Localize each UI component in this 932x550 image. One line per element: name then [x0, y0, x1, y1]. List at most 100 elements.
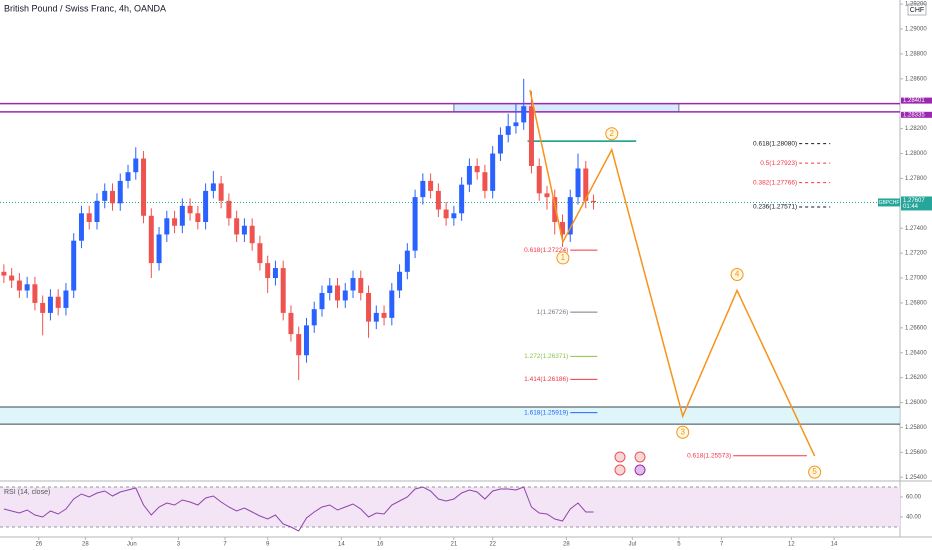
candle-body: [218, 183, 224, 201]
price-tag-label: 1.28401: [903, 98, 925, 104]
x-tick-label: 12: [788, 542, 795, 548]
event-icon: [634, 464, 646, 476]
x-tick-label: Jun: [127, 542, 137, 548]
chart-title: British Pound / Swiss Franc, 4h, OANDA: [4, 3, 166, 13]
candle-body: [350, 278, 356, 291]
candle-body: [358, 278, 364, 293]
y-tick-label: 1.26400: [905, 350, 927, 356]
candle-body: [203, 190, 209, 223]
candle-body: [86, 213, 92, 223]
x-tick-label: 14: [831, 542, 838, 548]
candle-body: [94, 200, 100, 223]
wave-label: 3: [681, 427, 686, 436]
candle-body: [591, 200, 597, 203]
candle-body: [78, 213, 84, 241]
candle-body: [187, 205, 193, 214]
wave-marker: [676, 425, 690, 439]
candle-body: [288, 312, 294, 335]
fib-label: 1.272(1.26371): [524, 353, 568, 360]
candle-body: [133, 158, 139, 173]
candle-body: [195, 213, 201, 223]
rsi-line: [3, 486, 594, 532]
x-tick-label: 3: [177, 542, 181, 548]
y-tick-label: 1.27400: [905, 226, 927, 232]
fib-label: 1.618(1.25919): [524, 409, 568, 416]
candle-body: [459, 184, 465, 214]
x-tick-label: 7: [720, 542, 724, 548]
y-tick-label: 1.29000: [905, 27, 927, 33]
candle-body: [389, 290, 395, 318]
candle-body: [249, 225, 255, 244]
candle-body: [272, 268, 278, 279]
candle-body: [117, 180, 123, 204]
rsi-tick-label: 60.00: [906, 495, 922, 501]
x-tick-label: 5: [677, 542, 681, 548]
candle-body: [451, 213, 457, 219]
fib-label: 0.382(1.27766): [753, 179, 797, 186]
candle-body: [528, 106, 534, 166]
candle-body: [366, 292, 372, 322]
candle-body: [560, 222, 565, 235]
rsi-tick-label: 40.00: [906, 515, 922, 521]
candle-body: [226, 200, 232, 219]
x-tick-label: 22: [489, 542, 496, 548]
event-icon: [634, 451, 646, 463]
candle-body: [63, 290, 69, 308]
x-tick-label: 7: [223, 542, 227, 548]
candle-body: [319, 292, 325, 310]
candle-body: [148, 215, 154, 264]
candle-body: [40, 302, 46, 313]
candle-body: [164, 218, 170, 235]
wave-label: 2: [610, 129, 615, 138]
price-tag-label: 1.28335: [903, 112, 925, 118]
candle-body: [497, 134, 503, 154]
x-tick-label: 21: [451, 542, 458, 548]
event-icon: [614, 451, 626, 463]
fib-label: 0.618(1.25573): [687, 452, 731, 459]
fib-label: 1(1.26726): [537, 309, 568, 316]
candle-body: [55, 296, 61, 308]
candle-body: [141, 158, 147, 216]
candle-body: [156, 234, 162, 264]
candle-body: [296, 334, 302, 356]
candle-body: [210, 183, 216, 191]
fib-label: 0.618(1.28080): [753, 140, 797, 147]
candle-body: [327, 285, 333, 293]
y-tick-label: 1.26800: [905, 301, 927, 307]
candle-body: [257, 243, 263, 264]
y-tick-label: 1.26000: [905, 400, 927, 406]
fib-label: 0.5(1.27923): [760, 160, 797, 167]
x-tick-label: 28: [563, 542, 570, 548]
candle-body: [505, 126, 511, 135]
y-tick-label: 1.27000: [905, 276, 927, 282]
x-tick-label: 14: [338, 542, 345, 548]
wave-line: [529, 89, 816, 457]
candle-body: [71, 240, 77, 291]
candle-body: [241, 225, 247, 235]
wave-label: 5: [812, 467, 817, 476]
wave-marker: [730, 267, 744, 281]
candle-body: [482, 172, 488, 191]
wave-marker: [605, 127, 619, 141]
y-tick-label: 1.28200: [905, 126, 927, 132]
price-tag: [901, 111, 932, 118]
symbol-tag: [878, 198, 900, 207]
y-tick-label: 1.29200: [905, 2, 927, 8]
candle-body: [544, 193, 550, 198]
candle-body: [435, 190, 441, 210]
rsi-label: RSI (14, close): [4, 489, 50, 496]
candle-body: [474, 165, 480, 173]
candle-body: [1, 271, 7, 276]
candle-body: [490, 153, 496, 191]
candle-body: [575, 168, 581, 198]
candle-body: [280, 268, 286, 313]
candle-body: [428, 180, 434, 191]
fib-label: 1.414(1.26186): [524, 376, 568, 383]
candle-body: [443, 209, 449, 219]
wave-label: 1: [561, 253, 566, 262]
candle-body: [412, 197, 418, 251]
y-tick-label: 1.27800: [905, 176, 927, 182]
candle-body: [552, 197, 558, 223]
